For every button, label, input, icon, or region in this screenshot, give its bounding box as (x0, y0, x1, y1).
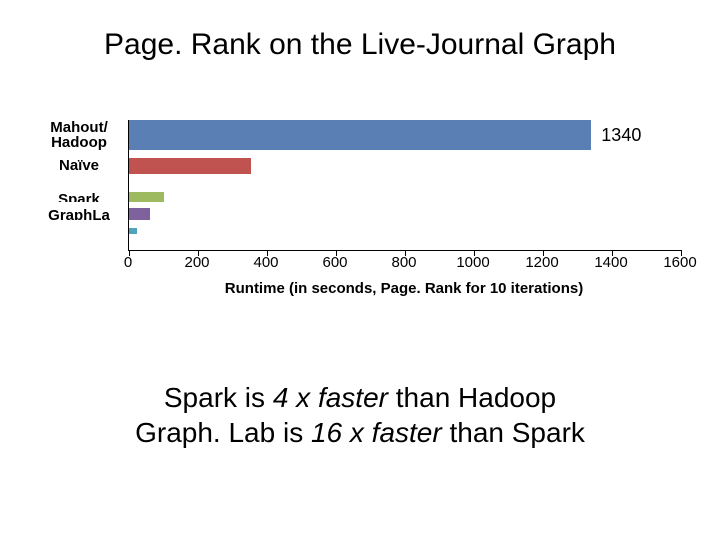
caption: Spark is 4 x faster than Hadoop Graph. L… (0, 380, 720, 450)
x-axis-label: Runtime (in seconds, Page. Rank for 10 i… (128, 280, 680, 297)
bar-value-label: 1340 (601, 125, 641, 146)
category-label: Spark (34, 192, 124, 202)
category-label: GraphLa (34, 208, 124, 220)
category-label (34, 228, 124, 234)
caption-em: 16 x faster (311, 417, 442, 448)
x-tick-label: 1400 (594, 254, 627, 271)
category-label: Mahout/Hadoop (34, 120, 124, 154)
caption-text: Spark is (164, 382, 273, 413)
x-tick-label: 1200 (525, 254, 558, 271)
category-label: NaïveSpark (34, 158, 124, 174)
page-title: Page. Rank on the Live-Journal Graph (0, 28, 720, 62)
bar (129, 120, 591, 150)
x-tick-label: 1600 (663, 254, 696, 271)
plot-area: 1340 (128, 120, 681, 251)
x-tick-label: 1000 (456, 254, 489, 271)
caption-line-1: Spark is 4 x faster than Hadoop (0, 380, 720, 415)
caption-text: Graph. Lab is (135, 417, 311, 448)
x-tick-label: 0 (124, 254, 132, 271)
caption-text: than Spark (442, 417, 585, 448)
bar (129, 228, 137, 234)
caption-em: 4 x faster (273, 382, 388, 413)
x-tick-label: 600 (322, 254, 347, 271)
bar (129, 158, 251, 174)
x-tick-label: 200 (184, 254, 209, 271)
x-tick-label: 800 (391, 254, 416, 271)
runtime-chart: 1340 Runtime (in seconds, Page. Rank for… (50, 120, 690, 300)
bar (129, 192, 164, 202)
x-tick-label: 400 (253, 254, 278, 271)
caption-line-2: Graph. Lab is 16 x faster than Spark (0, 415, 720, 450)
bar (129, 208, 150, 220)
caption-text: than Hadoop (388, 382, 556, 413)
slide: Page. Rank on the Live-Journal Graph 134… (0, 0, 720, 540)
